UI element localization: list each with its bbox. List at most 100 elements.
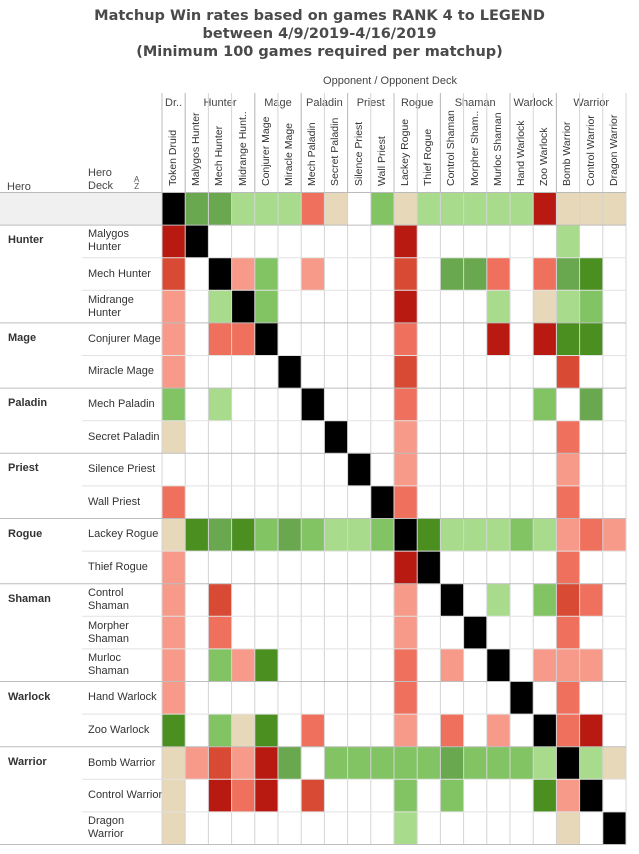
heatmap-cell[interactable] xyxy=(510,681,534,715)
heatmap-cell[interactable] xyxy=(463,811,487,845)
heatmap-cell[interactable] xyxy=(208,453,232,486)
heatmap-cell[interactable] xyxy=(556,518,580,552)
heatmap-cell[interactable] xyxy=(208,192,232,226)
heatmap-cell[interactable] xyxy=(254,681,278,715)
heatmap-cell[interactable] xyxy=(324,485,348,519)
heatmap-cell[interactable] xyxy=(556,714,580,747)
heatmap-cell[interactable] xyxy=(324,225,348,258)
heatmap-cell[interactable] xyxy=(370,714,394,747)
heatmap-cell[interactable] xyxy=(556,257,580,291)
heatmap-cell[interactable] xyxy=(579,290,603,323)
heatmap-cell[interactable] xyxy=(533,485,557,519)
heatmap-cell[interactable] xyxy=(370,811,394,845)
heatmap-cell[interactable] xyxy=(278,811,302,845)
heatmap-cell[interactable] xyxy=(579,779,603,812)
heatmap-cell[interactable] xyxy=(278,485,302,519)
heatmap-cell[interactable] xyxy=(556,746,580,780)
heatmap-cell[interactable] xyxy=(556,485,580,519)
heatmap-cell[interactable] xyxy=(301,290,325,323)
heatmap-cell[interactable] xyxy=(486,583,510,617)
heatmap-cell[interactable] xyxy=(533,746,557,780)
heatmap-cell[interactable] xyxy=(301,616,325,649)
heatmap-cell[interactable] xyxy=(370,322,394,356)
heatmap-cell[interactable] xyxy=(579,420,603,454)
heatmap-cell[interactable] xyxy=(208,388,232,421)
heatmap-cell[interactable] xyxy=(602,518,626,552)
heatmap-cell[interactable] xyxy=(278,616,302,649)
heatmap-cell[interactable] xyxy=(254,714,278,747)
heatmap-cell[interactable] xyxy=(208,681,232,715)
sort-az-icon[interactable]: A Z xyxy=(134,175,140,191)
heatmap-cell[interactable] xyxy=(162,518,186,552)
heatmap-cell[interactable] xyxy=(254,453,278,486)
heatmap-cell[interactable] xyxy=(185,714,209,747)
heatmap-cell[interactable] xyxy=(394,388,418,421)
heatmap-cell[interactable] xyxy=(370,225,394,258)
heatmap-cell[interactable] xyxy=(208,355,232,389)
heatmap-cell[interactable] xyxy=(602,420,626,454)
heatmap-cell[interactable] xyxy=(324,648,348,682)
heatmap-cell[interactable] xyxy=(440,420,464,454)
heatmap-cell[interactable] xyxy=(417,616,441,649)
heatmap-cell[interactable] xyxy=(533,225,557,258)
heatmap-cell[interactable] xyxy=(301,779,325,812)
heatmap-cell[interactable] xyxy=(417,648,441,682)
heatmap-cell[interactable] xyxy=(185,746,209,780)
heatmap-cell[interactable] xyxy=(324,681,348,715)
heatmap-cell[interactable] xyxy=(254,322,278,356)
heatmap-cell[interactable] xyxy=(162,583,186,617)
heatmap-cell[interactable] xyxy=(533,779,557,812)
heatmap-cell[interactable] xyxy=(440,355,464,389)
heatmap-cell[interactable] xyxy=(463,290,487,323)
heatmap-cell[interactable] xyxy=(556,290,580,323)
heatmap-cell[interactable] xyxy=(185,485,209,519)
heatmap-cell[interactable] xyxy=(417,746,441,780)
heatmap-cell[interactable] xyxy=(301,388,325,421)
heatmap-cell[interactable] xyxy=(278,453,302,486)
heatmap-cell[interactable] xyxy=(463,192,487,226)
heatmap-cell[interactable] xyxy=(208,225,232,258)
heatmap-cell[interactable] xyxy=(347,420,371,454)
heatmap-cell[interactable] xyxy=(370,420,394,454)
heatmap-cell[interactable] xyxy=(278,714,302,747)
heatmap-cell[interactable] xyxy=(556,420,580,454)
heatmap-cell[interactable] xyxy=(533,616,557,649)
heatmap-cell[interactable] xyxy=(254,290,278,323)
heatmap-cell[interactable] xyxy=(463,322,487,356)
heatmap-cell[interactable] xyxy=(254,388,278,421)
heatmap-cell[interactable] xyxy=(440,551,464,584)
heatmap-cell[interactable] xyxy=(185,290,209,323)
heatmap-cell[interactable] xyxy=(533,257,557,291)
heatmap-cell[interactable] xyxy=(579,453,603,486)
heatmap-cell[interactable] xyxy=(394,779,418,812)
heatmap-cell[interactable] xyxy=(301,322,325,356)
heatmap-cell[interactable] xyxy=(579,551,603,584)
heatmap-cell[interactable] xyxy=(278,648,302,682)
heatmap-cell[interactable] xyxy=(440,648,464,682)
heatmap-cell[interactable] xyxy=(231,355,255,389)
heatmap-cell[interactable] xyxy=(602,681,626,715)
heatmap-cell[interactable] xyxy=(394,583,418,617)
heatmap-cell[interactable] xyxy=(324,746,348,780)
heatmap-cell[interactable] xyxy=(533,583,557,617)
heatmap-cell[interactable] xyxy=(556,681,580,715)
heatmap-cell[interactable] xyxy=(370,290,394,323)
heatmap-cell[interactable] xyxy=(347,714,371,747)
heatmap-cell[interactable] xyxy=(486,322,510,356)
heatmap-cell[interactable] xyxy=(347,779,371,812)
heatmap-cell[interactable] xyxy=(301,485,325,519)
heatmap-cell[interactable] xyxy=(324,290,348,323)
heatmap-cell[interactable] xyxy=(162,192,186,226)
heatmap-cell[interactable] xyxy=(533,648,557,682)
heatmap-cell[interactable] xyxy=(370,485,394,519)
heatmap-cell[interactable] xyxy=(602,388,626,421)
heatmap-cell[interactable] xyxy=(486,257,510,291)
heatmap-cell[interactable] xyxy=(463,257,487,291)
heatmap-cell[interactable] xyxy=(486,648,510,682)
heatmap-cell[interactable] xyxy=(556,811,580,845)
heatmap-cell[interactable] xyxy=(324,355,348,389)
heatmap-cell[interactable] xyxy=(486,420,510,454)
heatmap-cell[interactable] xyxy=(324,453,348,486)
heatmap-cell[interactable] xyxy=(324,322,348,356)
heatmap-cell[interactable] xyxy=(162,257,186,291)
